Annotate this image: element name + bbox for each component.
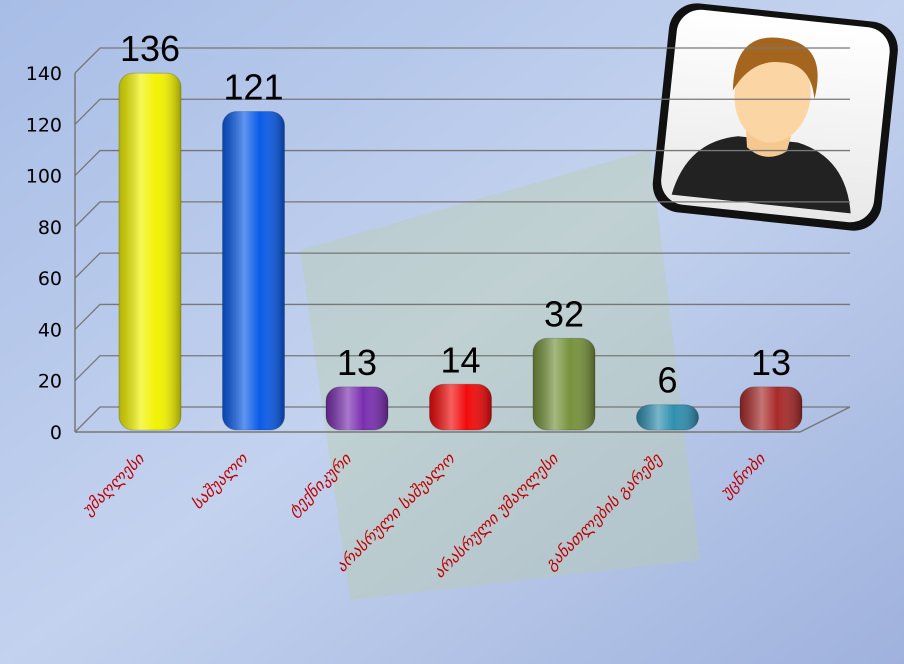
value-label: 6 bbox=[657, 360, 677, 401]
bar-shine bbox=[326, 387, 388, 430]
value-label: 13 bbox=[751, 342, 791, 383]
bar-group bbox=[223, 111, 285, 430]
bar-group bbox=[533, 338, 595, 430]
bar-group bbox=[637, 405, 699, 430]
bar-shine bbox=[533, 338, 595, 430]
bar-group bbox=[119, 73, 181, 430]
bar-shine bbox=[740, 387, 802, 430]
bar-shine bbox=[637, 405, 699, 430]
y-tick-label: 120 bbox=[26, 114, 62, 136]
y-tick-label: 140 bbox=[26, 63, 62, 85]
y-tick-label: 40 bbox=[38, 319, 62, 341]
y-tick-label: 100 bbox=[26, 166, 62, 188]
value-label: 121 bbox=[223, 66, 283, 107]
y-tick-label: 60 bbox=[38, 268, 62, 290]
value-label: 32 bbox=[544, 293, 584, 334]
bar-shine bbox=[430, 384, 492, 430]
value-label: 13 bbox=[337, 342, 377, 383]
y-tick-label: 20 bbox=[38, 371, 62, 393]
y-tick-label: 0 bbox=[50, 422, 62, 444]
bar-shine bbox=[119, 73, 181, 430]
y-tick-label: 80 bbox=[38, 217, 62, 239]
bar-group bbox=[740, 387, 802, 430]
bar-group bbox=[430, 384, 492, 430]
value-label: 14 bbox=[440, 339, 480, 380]
avatar bbox=[650, 1, 901, 234]
chart: 020406080100120140136უმაღლესი121საშუალო1… bbox=[0, 0, 904, 664]
value-label: 136 bbox=[120, 28, 180, 69]
bar-shine bbox=[223, 111, 285, 430]
bar-group bbox=[326, 387, 388, 430]
